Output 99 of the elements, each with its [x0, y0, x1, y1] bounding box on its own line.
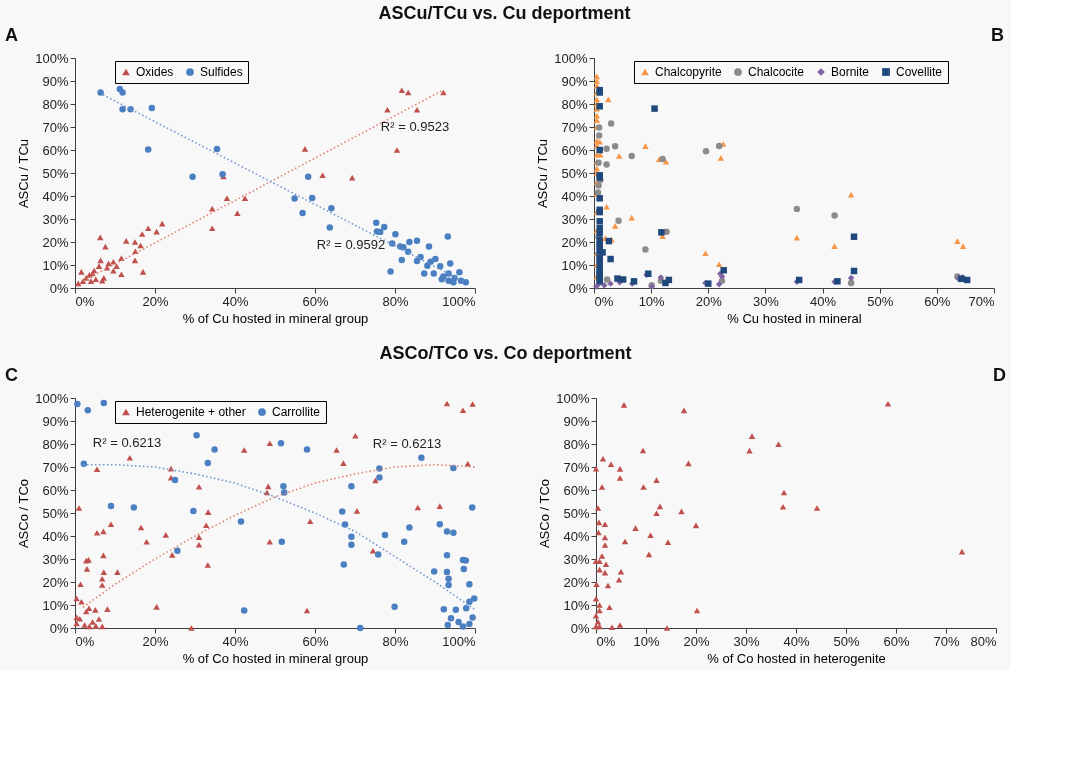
legend-label: Carrollite	[272, 405, 321, 419]
y-tick-label: 80%	[563, 436, 590, 452]
y-tick-label: 90%	[42, 413, 69, 429]
y-tick-label: 60%	[563, 482, 590, 498]
y-tick-label: 80%	[561, 96, 588, 112]
y-tick-label: 100%	[554, 50, 588, 66]
y-tick-label: 40%	[563, 528, 590, 544]
legend-label: Covellite	[896, 65, 943, 79]
y-tick-label: 10%	[42, 257, 69, 273]
x-tick-label: 10%	[638, 293, 666, 309]
y-tick-label: 90%	[563, 413, 590, 429]
x-tick-label: 0%	[75, 633, 95, 649]
annotation: R² = 0.9592	[316, 237, 386, 253]
legend-label: Heterogenite + other	[136, 405, 246, 419]
y-tick-label: 90%	[42, 73, 69, 89]
y-tick-label: 50%	[42, 505, 69, 521]
annotation: R² = 0.9523	[380, 119, 450, 135]
y-axis-title: ASCu / TCu	[16, 138, 32, 209]
x-tick-label: 30%	[733, 633, 760, 649]
x-tick-label: 10%	[633, 633, 660, 649]
legend-label: Chalcopyrite	[655, 65, 723, 79]
y-tick-label: 0%	[49, 280, 69, 296]
x-axis-title: % of Co hosted in heterogenite	[707, 650, 886, 666]
x-tick-label: 40%	[222, 633, 249, 649]
x-tick-label: 20%	[142, 293, 169, 309]
x-tick-label: 50%	[833, 633, 860, 649]
y-tick-label: 70%	[563, 459, 590, 475]
x-tick-label: 40%	[810, 293, 837, 309]
y-tick-label: 70%	[42, 119, 69, 135]
y-tick-label: 0%	[49, 620, 69, 636]
x-tick-label: 20%	[142, 633, 169, 649]
x-tick-label: 100%	[442, 293, 476, 309]
x-tick-label: 0%	[75, 293, 95, 309]
y-tick-label: 40%	[42, 528, 69, 544]
x-tick-label: 100%	[442, 633, 476, 649]
y-tick-label: 60%	[42, 482, 69, 498]
y-tick-label: 100%	[35, 390, 69, 406]
text: D	[993, 365, 1006, 385]
x-tick-label: 60%	[924, 293, 951, 309]
text: C	[5, 365, 18, 385]
y-tick-label: 80%	[42, 96, 69, 112]
x-tick-label: 30%	[752, 293, 780, 309]
annotation: R² = 0.6213	[372, 436, 442, 452]
legend-label: Sulfides	[200, 65, 243, 79]
y-axis-title: ASCu / TCu	[535, 138, 551, 209]
x-tick-label: 80%	[970, 633, 997, 649]
y-tick-label: 50%	[42, 165, 69, 181]
x-tick-label: 60%	[883, 633, 910, 649]
y-tick-label: 20%	[42, 574, 69, 590]
x-tick-label: 80%	[382, 293, 409, 309]
y-tick-label: 20%	[563, 574, 590, 590]
y-tick-label: 0%	[570, 620, 590, 636]
x-axis-title: % of Co hosted in mineral group	[182, 650, 369, 666]
y-tick-label: 70%	[561, 119, 588, 135]
x-axis-title: % of Cu hosted in mineral group	[182, 310, 369, 326]
y-tick-label: 30%	[563, 551, 590, 567]
y-tick-label: 60%	[561, 142, 588, 158]
legend-label: Bornite	[831, 65, 870, 79]
y-tick-label: 20%	[561, 234, 588, 250]
y-tick-label: 70%	[42, 459, 69, 475]
y-tick-label: 30%	[42, 551, 69, 567]
x-tick-label: 80%	[382, 633, 409, 649]
x-tick-label: 60%	[302, 293, 329, 309]
x-tick-label: 0%	[594, 293, 614, 309]
annotation: R² = 0.6213	[92, 435, 162, 451]
x-tick-label: 70%	[968, 293, 995, 309]
legend-label: Oxides	[136, 65, 174, 79]
y-tick-label: 0%	[568, 280, 588, 296]
x-tick-label: 40%	[222, 293, 249, 309]
x-tick-label: 50%	[867, 293, 894, 309]
chart-title: ASCo/TCo vs. Co deportment	[379, 343, 632, 363]
x-tick-label: 40%	[783, 633, 810, 649]
y-tick-label: 20%	[42, 234, 69, 250]
y-tick-label: 90%	[561, 73, 588, 89]
y-tick-label: 40%	[561, 188, 588, 204]
y-tick-label: 10%	[42, 597, 69, 613]
chart-title: ASCu/TCu vs. Cu deportment	[378, 3, 631, 23]
x-tick-label: 70%	[933, 633, 960, 649]
y-tick-label: 30%	[42, 211, 69, 227]
x-tick-label: 20%	[683, 633, 710, 649]
y-tick-label: 100%	[35, 50, 69, 66]
text: A	[5, 25, 18, 45]
x-tick-label: 60%	[302, 633, 329, 649]
y-tick-label: 100%	[556, 390, 590, 406]
y-tick-label: 10%	[561, 257, 588, 273]
y-tick-label: 30%	[561, 211, 588, 227]
y-tick-label: 50%	[563, 505, 590, 521]
y-tick-label: 40%	[42, 188, 69, 204]
y-tick-label: 50%	[561, 165, 588, 181]
y-axis-title: ASCo / TCo	[16, 478, 32, 549]
x-tick-label: 0%	[596, 633, 616, 649]
x-tick-label: 20%	[695, 293, 723, 309]
y-tick-label: 10%	[563, 597, 590, 613]
x-axis-title: % Cu hosted in mineral	[727, 310, 862, 326]
legend-label: Chalcocite	[748, 65, 805, 79]
y-axis-title: ASCo / TCo	[537, 478, 553, 549]
text: B	[991, 25, 1004, 45]
y-tick-label: 80%	[42, 436, 69, 452]
y-tick-label: 60%	[42, 142, 69, 158]
